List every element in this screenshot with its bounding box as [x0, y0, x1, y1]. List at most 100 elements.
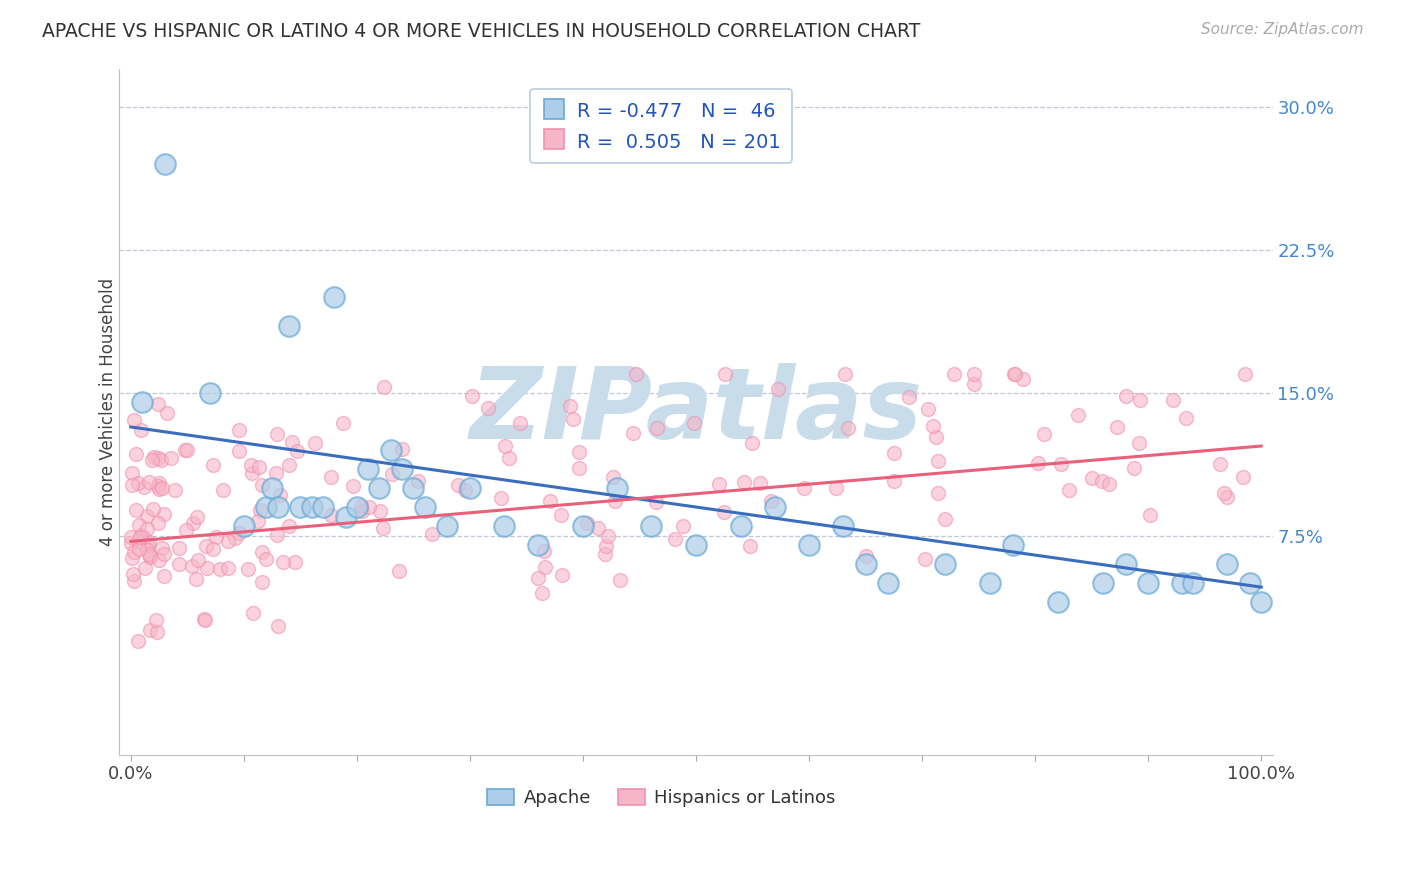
Point	[247, 515, 270, 529]
Point	[267, 619, 290, 633]
Point	[1233, 367, 1256, 381]
Point	[979, 576, 1001, 591]
Point	[1002, 367, 1025, 381]
Point	[368, 504, 391, 518]
Point	[855, 558, 877, 572]
Point	[186, 509, 208, 524]
Point	[127, 633, 149, 648]
Point	[134, 531, 156, 545]
Point	[458, 481, 481, 495]
Point	[1250, 595, 1272, 609]
Point	[312, 500, 335, 514]
Point	[350, 504, 373, 518]
Point	[122, 544, 145, 558]
Point	[120, 530, 142, 544]
Point	[624, 367, 647, 381]
Point	[247, 459, 270, 474]
Point	[121, 466, 143, 480]
Point	[494, 439, 516, 453]
Point	[645, 495, 668, 509]
Point	[319, 508, 342, 522]
Point	[145, 613, 167, 627]
Point	[138, 535, 160, 549]
Point	[707, 476, 730, 491]
Point	[1182, 576, 1205, 591]
Point	[124, 503, 146, 517]
Point	[278, 458, 301, 473]
Point	[142, 450, 165, 465]
Point	[489, 491, 512, 505]
Point	[1122, 461, 1144, 475]
Point	[128, 530, 150, 544]
Point	[447, 478, 470, 492]
Point	[551, 568, 574, 582]
Point	[730, 519, 752, 533]
Point	[301, 500, 323, 514]
Point	[281, 435, 304, 450]
Point	[266, 528, 288, 542]
Point	[150, 481, 173, 495]
Point	[150, 453, 173, 467]
Point	[1161, 393, 1184, 408]
Point	[593, 547, 616, 561]
Point	[232, 519, 254, 533]
Point	[193, 612, 215, 626]
Point	[138, 548, 160, 562]
Point	[391, 442, 413, 456]
Point	[498, 450, 520, 465]
Point	[1175, 410, 1198, 425]
Point	[883, 445, 905, 459]
Point	[319, 470, 342, 484]
Legend: Apache, Hispanics or Latinos: Apache, Hispanics or Latinos	[481, 781, 842, 814]
Point	[335, 509, 357, 524]
Point	[1001, 538, 1024, 552]
Point	[139, 623, 162, 637]
Point	[934, 558, 956, 572]
Point	[136, 508, 159, 523]
Point	[277, 519, 299, 533]
Point	[420, 527, 443, 541]
Point	[167, 541, 190, 555]
Point	[562, 412, 585, 426]
Point	[127, 475, 149, 490]
Point	[262, 481, 284, 495]
Point	[1171, 576, 1194, 591]
Point	[575, 516, 598, 530]
Point	[132, 479, 155, 493]
Point	[572, 519, 595, 533]
Point	[596, 529, 619, 543]
Point	[284, 556, 307, 570]
Point	[121, 478, 143, 492]
Point	[461, 389, 484, 403]
Point	[228, 423, 250, 437]
Point	[120, 535, 142, 549]
Point	[148, 476, 170, 491]
Point	[290, 500, 312, 514]
Point	[897, 390, 920, 404]
Point	[146, 516, 169, 531]
Point	[266, 426, 288, 441]
Point	[304, 436, 326, 450]
Point	[943, 367, 966, 381]
Point	[278, 318, 301, 333]
Point	[201, 458, 224, 472]
Point	[664, 532, 686, 546]
Point	[733, 475, 755, 490]
Point	[174, 443, 197, 458]
Point	[714, 367, 737, 381]
Point	[1090, 474, 1112, 488]
Point	[323, 290, 346, 304]
Point	[153, 507, 176, 521]
Point	[927, 485, 949, 500]
Point	[1128, 435, 1150, 450]
Point	[837, 421, 859, 435]
Point	[793, 481, 815, 495]
Point	[148, 553, 170, 567]
Point	[146, 624, 169, 639]
Point	[250, 478, 273, 492]
Point	[1216, 558, 1239, 572]
Point	[273, 555, 295, 569]
Point	[586, 521, 609, 535]
Point	[250, 545, 273, 559]
Point	[217, 560, 239, 574]
